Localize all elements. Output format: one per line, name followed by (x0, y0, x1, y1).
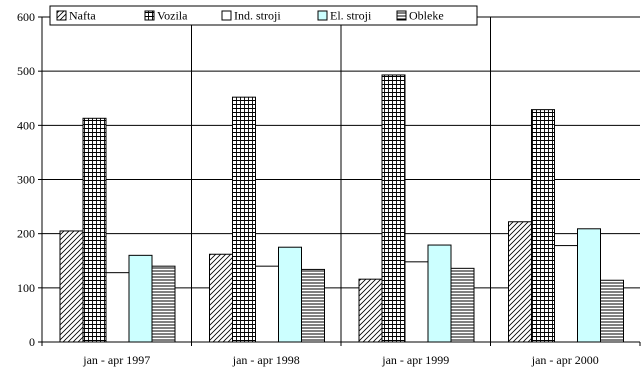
legend-swatch (396, 10, 407, 21)
x-tick-label: jan - apr 2000 (531, 353, 599, 367)
bar-obleke (151, 265, 176, 343)
legend: Nafta Vozila Ind. stroji El. stroji Obleke (49, 5, 478, 26)
bar-obleke (450, 267, 475, 343)
y-tick-label: 200 (17, 227, 35, 241)
legend-swatch (221, 10, 232, 21)
bar-vozila (531, 109, 555, 343)
bar-nafta (358, 278, 383, 343)
y-tick-label: 400 (17, 118, 35, 132)
bar-el-stroji (427, 244, 452, 343)
bars-layer (59, 74, 624, 343)
bar-ind-stroji (404, 261, 429, 343)
bar-nafta (59, 230, 84, 343)
bar-ind-stroji (255, 265, 279, 343)
bar-obleke (301, 268, 325, 343)
bar-el-stroji (128, 254, 153, 343)
bar-nafta (209, 253, 233, 343)
legend-box (49, 5, 478, 26)
bar-ind-stroji (105, 272, 130, 343)
legend-swatch (144, 10, 155, 21)
bar-nafta (508, 221, 532, 343)
legend-label: Nafta (69, 9, 96, 23)
x-tick-label: jan - apr 1997 (82, 353, 150, 367)
bar-ind-stroji (554, 245, 578, 343)
legend-swatch (317, 10, 328, 21)
legend-swatch (56, 10, 67, 21)
y-tick-label: 100 (17, 281, 35, 295)
y-tick-label: 0 (29, 335, 35, 349)
legend-label: Obleke (409, 9, 444, 23)
bar-el-stroji (278, 246, 302, 343)
bar-vozila (232, 96, 256, 343)
bar-el-stroji (577, 228, 601, 343)
x-tick-label: jan - apr 1999 (381, 353, 449, 367)
bar-vozila (82, 117, 107, 343)
y-tick-label: 600 (17, 10, 35, 24)
legend-label: El. stroji (330, 9, 372, 23)
axes-layer: 0 100 200 300 400 500 600 jan - apr 1997 jan - a… (17, 10, 641, 367)
bar-obleke (600, 279, 624, 343)
y-tick-label: 300 (17, 173, 35, 187)
legend-label: Ind. stroji (234, 9, 281, 23)
y-tick-label: 500 (17, 64, 35, 78)
bar-vozila (381, 74, 406, 343)
legend-label: Vozila (157, 9, 188, 23)
x-tick-label: jan - apr 1998 (232, 353, 300, 367)
